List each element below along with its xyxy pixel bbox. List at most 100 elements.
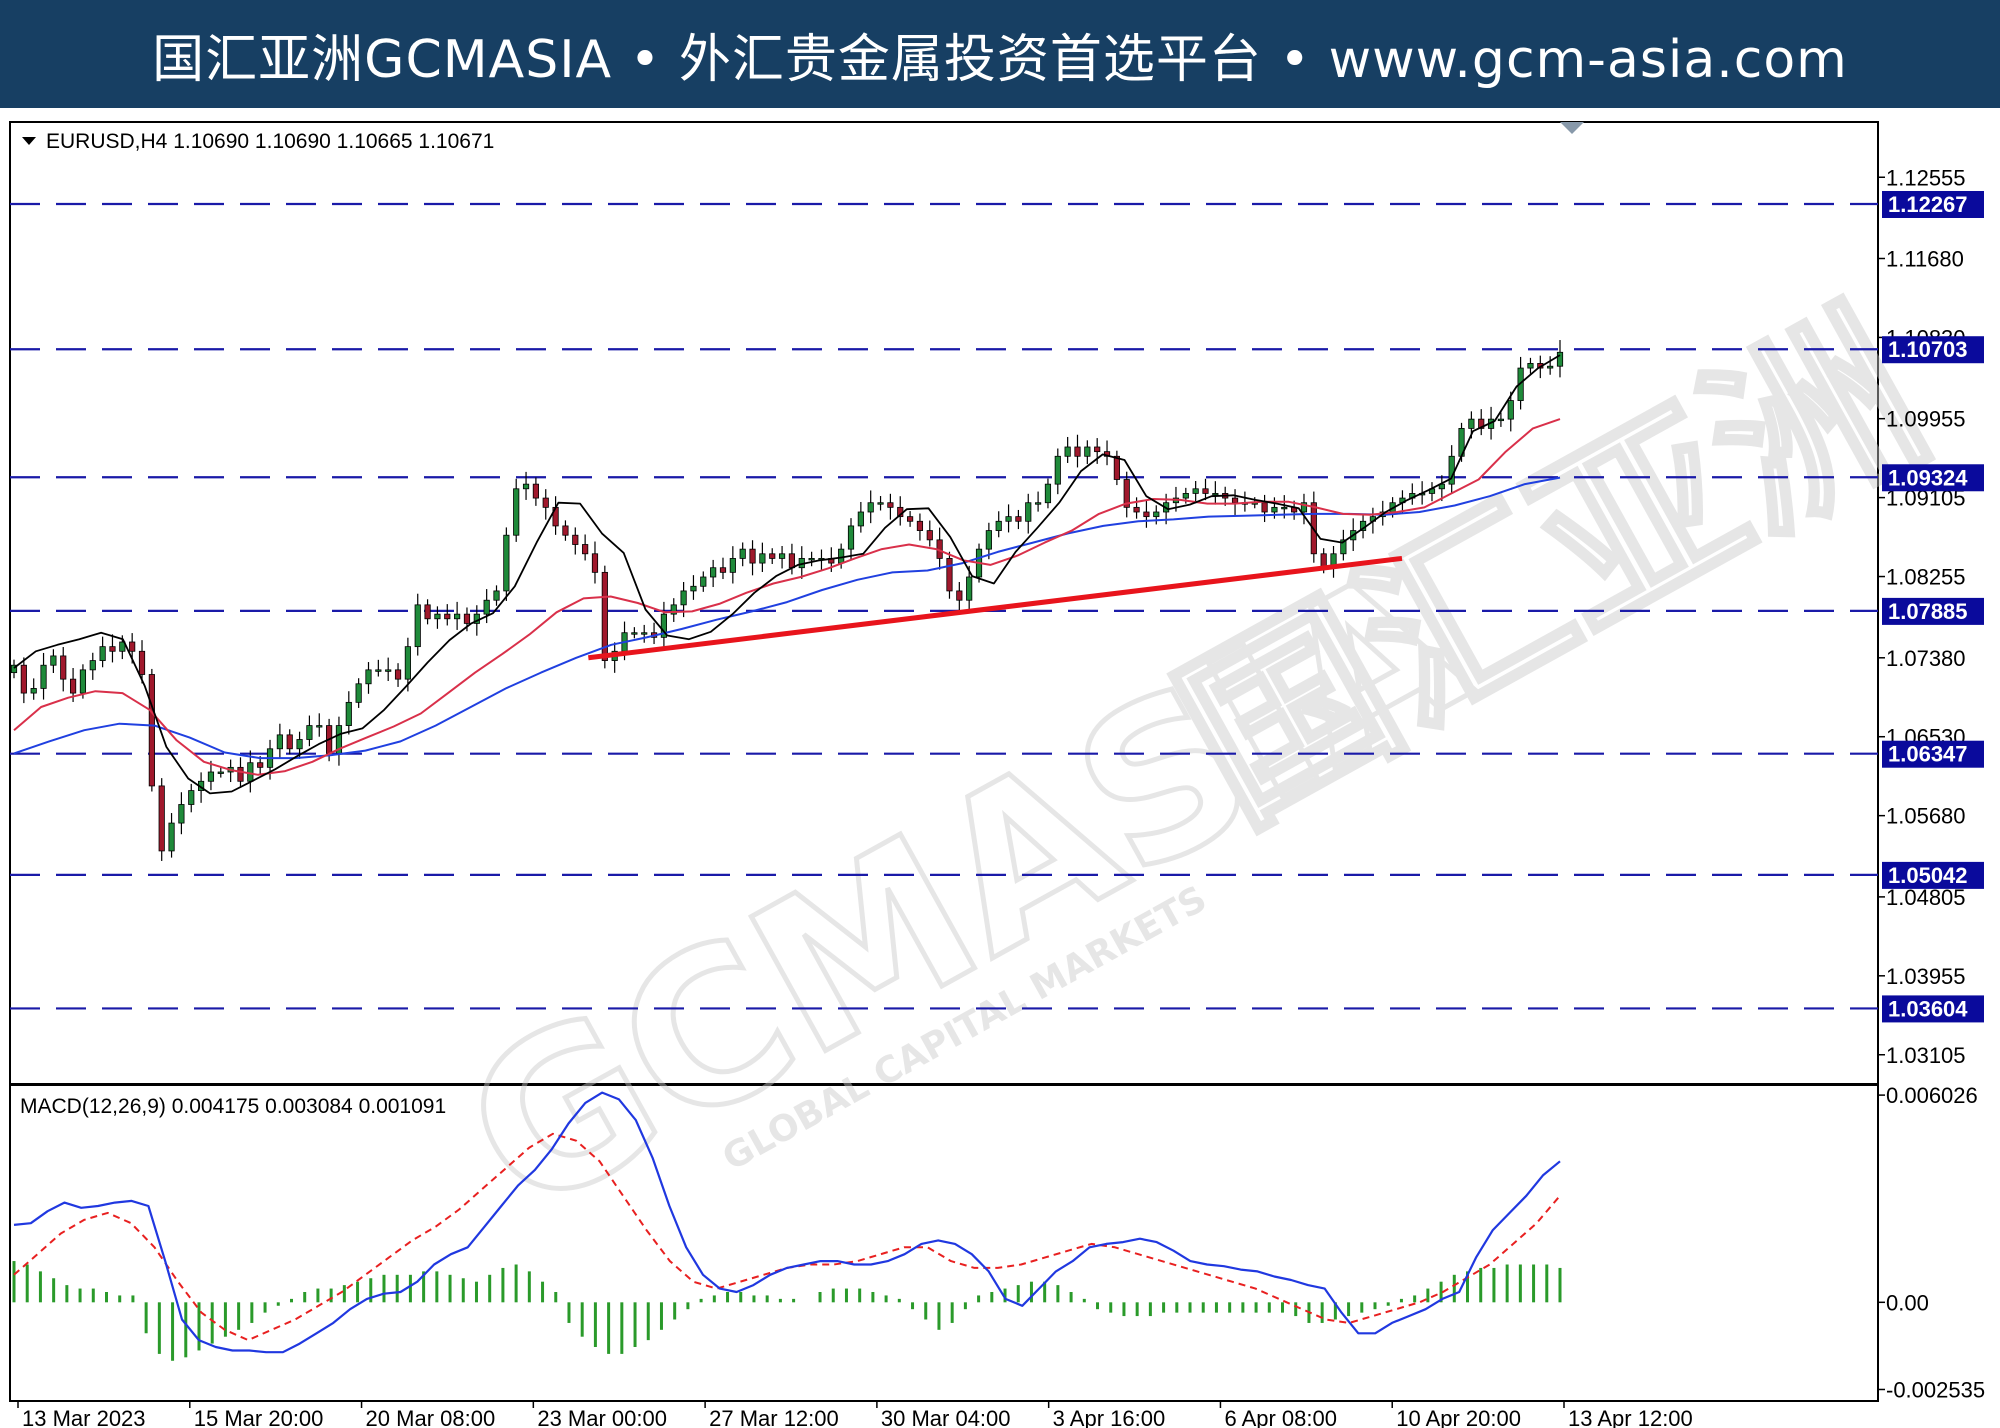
macd-histogram — [12, 1261, 1562, 1361]
level-tag-box — [1882, 336, 1984, 364]
candle-body-up — [1556, 351, 1564, 367]
candle-body-down — [148, 674, 155, 787]
candle-body-up — [483, 599, 490, 615]
time-tick-label: 3 Apr 16:00 — [1053, 1406, 1166, 1428]
candle — [89, 652, 96, 680]
time-tick-label: 20 Mar 08:00 — [366, 1406, 496, 1428]
candle — [1556, 340, 1564, 378]
candle-body-up — [247, 762, 254, 782]
candle-body-up — [1340, 539, 1347, 555]
candle-body-down — [788, 553, 796, 569]
time-tick-label: 27 Mar 12:00 — [709, 1406, 839, 1428]
candle-body-up — [759, 553, 766, 564]
candle-body-up — [1212, 493, 1219, 496]
dropdown-icon[interactable] — [22, 137, 36, 145]
candle-body-up — [838, 548, 845, 564]
candle — [99, 636, 106, 668]
candle — [257, 756, 264, 776]
candle-body-up — [985, 530, 992, 550]
candle — [138, 640, 146, 684]
candle-body-up — [1035, 502, 1042, 505]
candle — [404, 637, 411, 692]
candle-body-down — [719, 567, 727, 573]
candle-body-up — [168, 822, 175, 852]
candle-body-up — [513, 488, 520, 536]
candle — [1044, 478, 1052, 509]
candle — [808, 551, 815, 567]
moving-averages — [13, 354, 1561, 795]
level-tag-label: 1.12267 — [1888, 192, 1968, 217]
price-tick-label: 1.11680 — [1886, 247, 1964, 272]
candle-body-down — [463, 613, 471, 624]
time-tick-label: 13 Mar 2023 — [22, 1406, 146, 1428]
candle-body-up — [778, 553, 786, 559]
candle-body-up — [1084, 446, 1091, 457]
candle — [513, 478, 520, 542]
candle — [217, 766, 224, 778]
candle — [355, 678, 362, 708]
candle — [1005, 504, 1012, 533]
candle-body-up — [1192, 488, 1199, 494]
candle-body-down — [591, 553, 599, 573]
candle — [414, 593, 421, 656]
level-tag-box — [1882, 740, 1984, 768]
candle-body-up — [1497, 418, 1505, 422]
candle-body-up — [808, 558, 815, 561]
candle — [1025, 493, 1032, 534]
candle — [926, 520, 933, 547]
candle-body-down — [562, 525, 569, 536]
candle — [700, 571, 707, 592]
candle — [1527, 357, 1534, 374]
candle — [158, 778, 165, 861]
candle-body-down — [257, 762, 264, 768]
candle-body-down — [1231, 497, 1239, 504]
candle — [719, 557, 727, 580]
candle — [1507, 391, 1514, 432]
candle — [385, 657, 392, 681]
macd-line — [13, 1091, 1561, 1354]
candle-body-up — [355, 683, 362, 703]
candle-body-up — [631, 632, 638, 635]
macd-tick-label: -0.002535 — [1886, 1377, 1985, 1402]
candle-body-down — [542, 497, 549, 508]
candle — [670, 598, 677, 622]
level-tag-box — [1882, 464, 1984, 492]
candle — [887, 493, 894, 520]
candle-body-up — [729, 558, 736, 573]
candle — [503, 527, 510, 601]
candle-body-up — [1300, 502, 1308, 513]
candle-body-up — [10, 664, 18, 674]
candle-body-up — [877, 502, 884, 505]
candle — [956, 582, 963, 613]
candle-body-up — [375, 669, 382, 672]
candle-body-up — [1468, 418, 1475, 429]
candle-body-down — [601, 571, 608, 661]
candle-body-down — [1094, 446, 1101, 453]
candle-body-up — [700, 576, 707, 587]
candle — [424, 599, 431, 625]
candle — [444, 604, 451, 626]
candle-body-up — [217, 771, 224, 774]
candle — [906, 511, 914, 527]
candle-body-up — [847, 525, 855, 550]
price-panel-frame — [9, 121, 1879, 1085]
price-tick-label: 1.12555 — [1886, 165, 1966, 190]
candle — [1015, 509, 1022, 530]
candle — [749, 540, 756, 576]
candle-body-up — [522, 483, 530, 490]
level-tag-label: 1.10703 — [1888, 337, 1968, 362]
candle — [375, 659, 382, 677]
time-tick-label: 6 Apr 08:00 — [1224, 1406, 1337, 1428]
level-tag-box — [1882, 861, 1984, 889]
candle — [877, 496, 884, 511]
candle — [542, 489, 549, 520]
candle-body-up — [404, 646, 411, 680]
level-tag-label: 1.05042 — [1888, 863, 1968, 888]
price-tick-label: 1.08255 — [1886, 565, 1966, 590]
candle-body-up — [867, 502, 874, 513]
candle-body-up — [1547, 365, 1554, 369]
candle-body-up — [493, 590, 500, 601]
candle — [20, 657, 27, 704]
candle — [148, 668, 155, 792]
candle-body-up — [710, 567, 717, 578]
